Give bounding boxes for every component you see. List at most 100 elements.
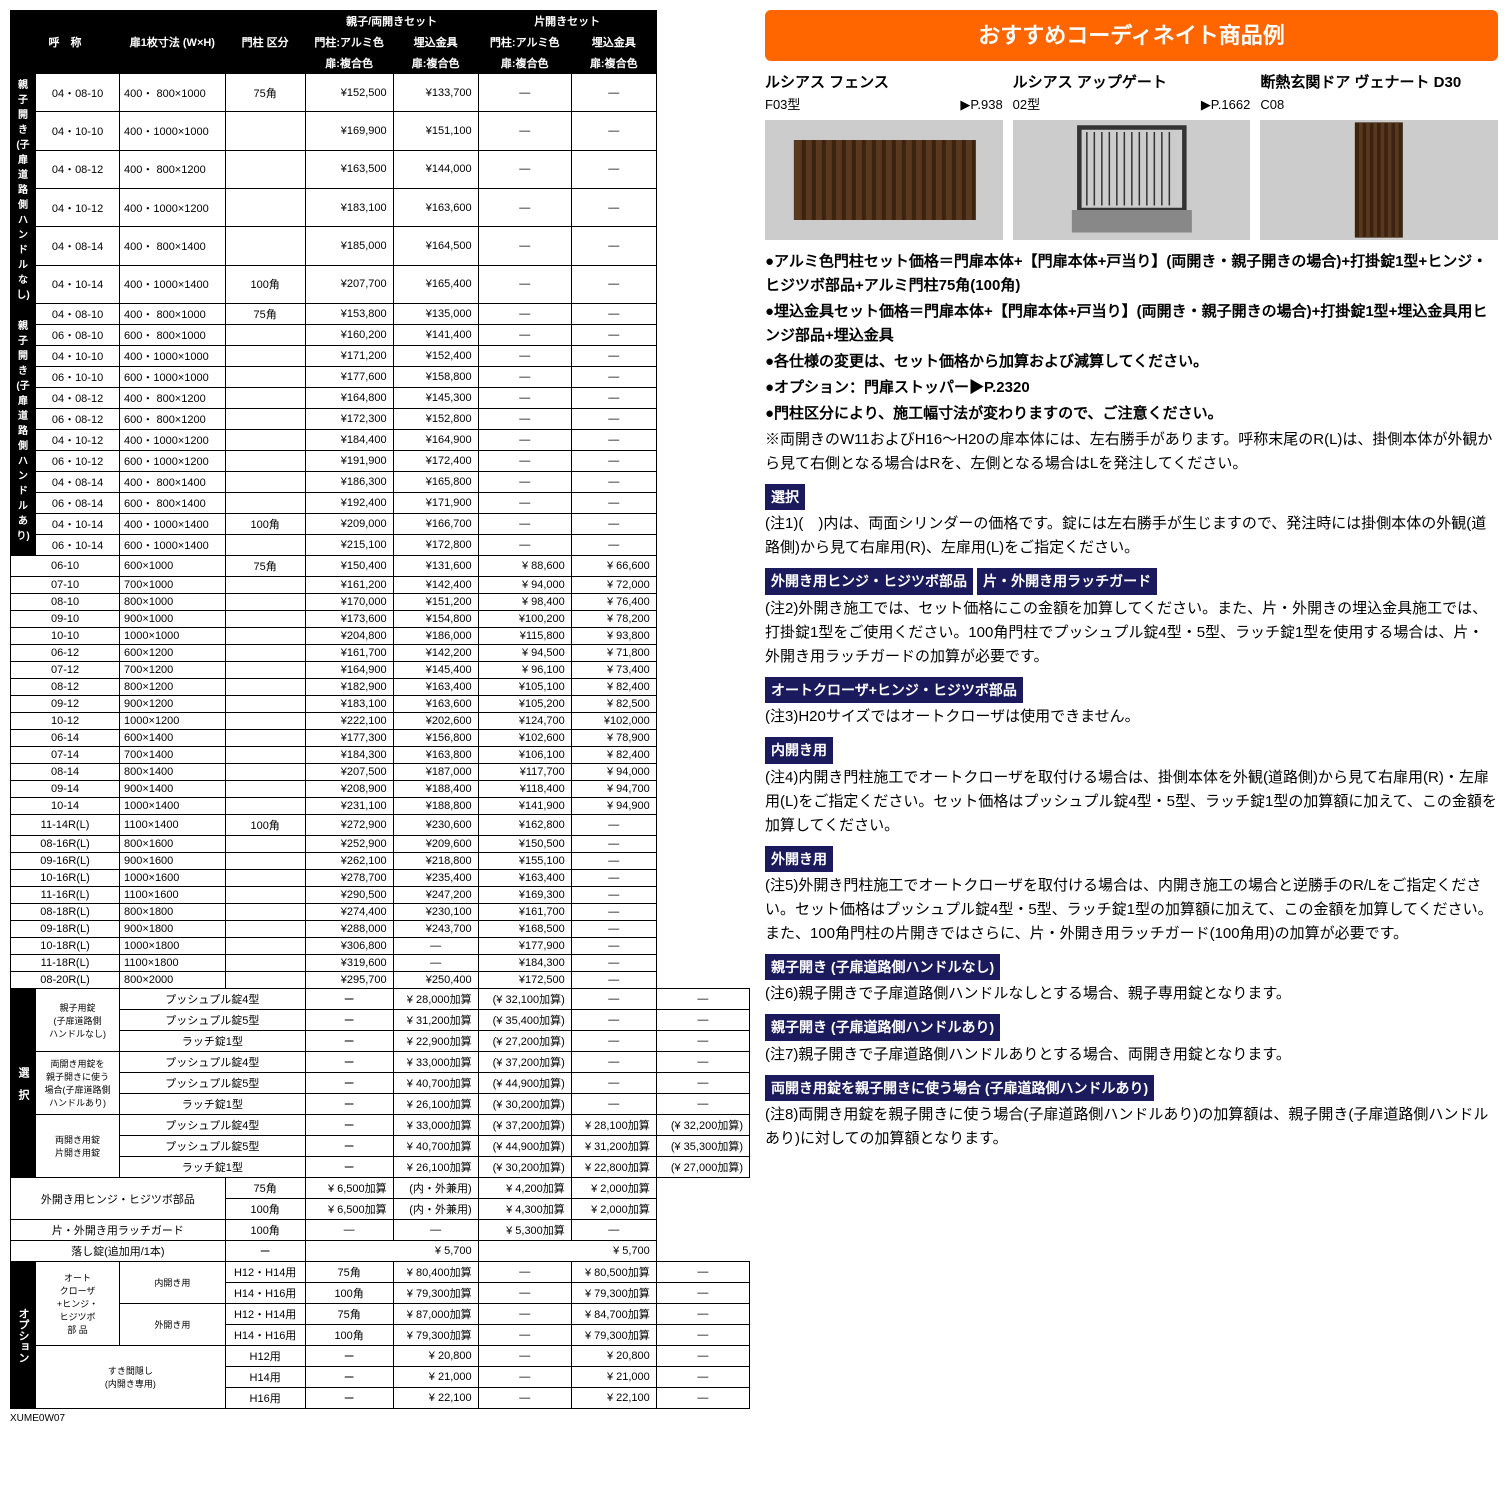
table-row: 外開き用H12・H14用75角¥ 87,000加算―¥ 84,700加算― — [11, 1304, 750, 1325]
table-row: 04・08-14400・ 800×1400¥186,300¥165,800―― — [11, 472, 750, 493]
table-row: 09-10900×1000¥173,600¥154,800¥100,200¥ 7… — [11, 611, 750, 628]
head-3: オートクローザ+ヒンジ・ヒジツボ部品 — [765, 677, 1023, 703]
head-7: 親子開き (子扉道路側ハンドルあり) — [765, 1014, 1000, 1040]
note-3: (注3)H20サイズではオートクローザは使用できません。 — [765, 705, 1498, 729]
banner: おすすめコーディネイト商品例 — [765, 10, 1498, 61]
table-row: 10-141000×1400¥231,100¥188,800¥141,900¥ … — [11, 798, 750, 815]
note-8: (注8)両開き用錠を親子開きに使う場合(子扉道路側ハンドルあり)の加算額は、親子… — [765, 1103, 1498, 1151]
note-bullet: ●門柱区分により、施工幅寸法が変わりますので、ご注意ください。 — [765, 402, 1498, 426]
table-row: 11-18R(L)1100×1800¥319,600―¥184,300― — [11, 955, 750, 972]
coord-item: ルシアス フェンスF03型▶P.938 — [765, 71, 1003, 240]
head-sentaku: 選択 — [765, 484, 805, 510]
table-row: 06・10-12600・1000×1200¥191,900¥172,400―― — [11, 451, 750, 472]
head-4: 内開き用 — [765, 737, 833, 763]
col-door-3: 扉:複合色 — [478, 53, 571, 74]
table-row: 04・08-12400・ 800×1200¥163,500¥144,000―― — [11, 150, 750, 188]
table-row: 08-10800×1000¥170,000¥151,200¥ 98,400¥ 7… — [11, 594, 750, 611]
head-8: 両開き用錠を親子開きに使う場合 (子扉道路側ハンドルあり) — [765, 1075, 1154, 1101]
table-row: 06・10-14600・1000×1400¥215,100¥172,800―― — [11, 535, 750, 556]
coord-item: ルシアス アップゲート02型▶P.1662 — [1013, 71, 1251, 240]
col-alumi-1: 門柱:アルミ色 — [305, 32, 393, 53]
table-row: 09-18R(L)900×1800¥288,000¥243,700¥168,50… — [11, 921, 750, 938]
table-row: 06・08-12600・ 800×1200¥172,300¥152,800―― — [11, 409, 750, 430]
col-alumi-2: 門柱:アルミ色 — [478, 32, 571, 53]
table-row: ラッチ錠1型ー¥ 26,100加算(¥ 30,200加算)―― — [11, 1094, 750, 1115]
table-row: 06-14600×1400¥177,300¥156,800¥102,600¥ 7… — [11, 730, 750, 747]
note-7: (注7)親子開きで子扉道路側ハンドルありとする場合、両開き用錠となります。 — [765, 1043, 1498, 1067]
table-row: 06・10-10600・1000×1000¥177,600¥158,800―― — [11, 367, 750, 388]
table-row: 11-16R(L)1100×1600¥290,500¥247,200¥169,3… — [11, 887, 750, 904]
table-row: オプションオート クローザ +ヒンジ・ ヒジツボ 部 品内開き用H12・H14用… — [11, 1262, 750, 1283]
table-row: 09-12900×1200¥183,100¥163,600¥105,200¥ 8… — [11, 696, 750, 713]
table-row: 04・08-14400・ 800×1400¥185,000¥164,500―― — [11, 227, 750, 265]
table-row: 06-12600×1200¥161,700¥142,200¥ 94,500¥ 7… — [11, 645, 750, 662]
head-6: 親子開き (子扉道路側ハンドルなし) — [765, 954, 1000, 980]
coord-item: 断熱玄関ドア ヴェナート D30C08 — [1260, 71, 1498, 240]
table-row: 両開き用錠を 親子開きに使う 場合(子扉道路側 ハンドルあり)プッシュプル錠4型… — [11, 1052, 750, 1073]
col-kata: 片開きセット — [478, 11, 656, 32]
note-4: (注4)内開き門柱施工でオートクローザを取付ける場合は、掛側本体を外観(道路側)… — [765, 766, 1498, 838]
table-row: 04・10-10400・1000×1000¥171,200¥152,400―― — [11, 346, 750, 367]
table-row: 04・08-12400・ 800×1200¥164,800¥145,300―― — [11, 388, 750, 409]
table-row: 11-14R(L)1100×1400100角¥272,900¥230,600¥1… — [11, 815, 750, 836]
col-oyako: 親子/両開きセット — [305, 11, 478, 32]
col-embed-1: 埋込金具 — [393, 32, 478, 53]
col-door-2: 扉:複合色 — [393, 53, 478, 74]
footer-code: XUME0W07 — [10, 1413, 750, 1424]
note-bullet: ●アルミ色門柱セット価格＝門扉本体+【門扉本体+戸当り】(両開き・親子開きの場合… — [765, 250, 1498, 298]
table-row: 04・10-14400・1000×1400100角¥209,000¥166,70… — [11, 514, 750, 535]
table-row: すき間隠し (内開き専用)H12用ー¥ 20,800―¥ 20,800― — [11, 1346, 750, 1367]
table-row: 09-16R(L)900×1600¥262,100¥218,800¥155,10… — [11, 853, 750, 870]
head-5: 外開き用 — [765, 846, 833, 872]
col-post: 門柱 区分 — [225, 11, 305, 74]
coord-row: ルシアス フェンスF03型▶P.938ルシアス アップゲート02型▶P.1662… — [765, 71, 1498, 240]
table-row: 落し錠(追加用/1本)ー¥ 5,700¥ 5,700 — [11, 1241, 750, 1262]
table-row: 08-14800×1400¥207,500¥187,000¥117,700¥ 9… — [11, 764, 750, 781]
table-row: プッシュプル錠5型ー¥ 40,700加算(¥ 44,900加算)―― — [11, 1073, 750, 1094]
table-row: 08-12800×1200¥182,900¥163,400¥105,100¥ 8… — [11, 679, 750, 696]
table-row: 10-18R(L)1000×1800¥306,800―¥177,900― — [11, 938, 750, 955]
note-bullet: ●各仕様の変更は、セット価格から加算および減算してください。 — [765, 350, 1498, 374]
col-size: 扉1枚寸法 (W×H) — [120, 11, 226, 74]
table-row: 10-121000×1200¥222,100¥202,600¥124,700¥1… — [11, 713, 750, 730]
table-row: 選 択親子用錠 (子扉道路側 ハンドルなし)プッシュプル錠4型ー¥ 28,000… — [11, 989, 750, 1010]
table-row: プッシュプル錠5型ー¥ 40,700加算(¥ 44,900加算)¥ 31,200… — [11, 1136, 750, 1157]
info-panel: おすすめコーディネイト商品例 ルシアス フェンスF03型▶P.938ルシアス ア… — [765, 10, 1498, 1424]
table-row: 親子開き (子扉道路側 ハンドルなし)04・08-10400・ 800×1000… — [11, 74, 750, 112]
table-row: 06-10600×100075角¥150,400¥131,600¥ 88,600… — [11, 556, 750, 577]
table-row: 06・08-10600・ 800×1000¥160,200¥141,400―― — [11, 325, 750, 346]
table-row: ラッチ錠1型ー¥ 22,900加算(¥ 27,200加算)―― — [11, 1031, 750, 1052]
price-table: 呼 称 扉1枚寸法 (W×H) 門柱 区分 親子/両開きセット 片開きセット 門… — [10, 10, 750, 1409]
table-row: 04・10-12400・1000×1200¥183,100¥163,600―― — [11, 188, 750, 226]
table-row: ラッチ錠1型ー¥ 26,100加算(¥ 30,200加算)¥ 22,800加算(… — [11, 1157, 750, 1178]
note-bullet: ●オプション：門扉ストッパー▶P.2320 — [765, 376, 1498, 400]
note-5: (注5)外開き門柱施工でオートクローザを取付ける場合は、内開き施工の場合と逆勝手… — [765, 874, 1498, 946]
col-door-4: 扉:複合色 — [571, 53, 656, 74]
note-6: (注6)親子開きで子扉道路側ハンドルなしとする場合、親子専用錠となります。 — [765, 982, 1498, 1006]
table-row: 10-101000×1000¥204,800¥186,000¥115,800¥ … — [11, 628, 750, 645]
table-row: 08-16R(L)800×1600¥252,900¥209,600¥150,50… — [11, 836, 750, 853]
col-embed-2: 埋込金具 — [571, 32, 656, 53]
table-row: 10-16R(L)1000×1600¥278,700¥235,400¥163,4… — [11, 870, 750, 887]
table-row: 04・10-14400・1000×1400100角¥207,700¥165,40… — [11, 265, 750, 303]
table-row: 片・外開き用ラッチガード100角――¥ 5,300加算― — [11, 1220, 750, 1241]
note-bullet: ※両開きのW11およびH16～H20の扉本体には、左右勝手があります。呼称末尾の… — [765, 428, 1498, 476]
table-row: 07-10700×1000¥161,200¥142,400¥ 94,000¥ 7… — [11, 577, 750, 594]
note-bullet: ●埋込金具セット価格＝門扉本体+【門扉本体+戸当り】(両開き・親子開きの場合)+… — [765, 300, 1498, 348]
table-row: 04・10-10400・1000×1000¥169,900¥151,100―― — [11, 112, 750, 150]
notes: ●アルミ色門柱セット価格＝門扉本体+【門扉本体+戸当り】(両開き・親子開きの場合… — [765, 250, 1498, 1151]
head-2b: 片・外開き用ラッチガード — [977, 568, 1157, 594]
table-row: 両開き用錠 片開き用錠プッシュプル錠4型ー¥ 33,000加算(¥ 37,200… — [11, 1115, 750, 1136]
col-door-1: 扉:複合色 — [305, 53, 393, 74]
table-row: 09-14900×1400¥208,900¥188,400¥118,400¥ 9… — [11, 781, 750, 798]
table-row: 04・10-12400・1000×1200¥184,400¥164,900―― — [11, 430, 750, 451]
table-row: 08-18R(L)800×1800¥274,400¥230,100¥161,70… — [11, 904, 750, 921]
table-row: 07-12700×1200¥164,900¥145,400¥ 96,100¥ 7… — [11, 662, 750, 679]
table-row: プッシュプル錠5型ー¥ 31,200加算(¥ 35,400加算)―― — [11, 1010, 750, 1031]
table-row: 親子開き (子扉道路側 ハンドルあり)04・08-10400・ 800×1000… — [11, 304, 750, 325]
table-row: 08-20R(L)800×2000¥295,700¥250,400¥172,50… — [11, 972, 750, 989]
table-row: 06・08-14600・ 800×1400¥192,400¥171,900―― — [11, 493, 750, 514]
note-1: (注1)( )内は、両面シリンダーの価格です。錠には左右勝手が生じますので、発注… — [765, 512, 1498, 560]
table-row: 外開き用ヒンジ・ヒジツボ部品75角¥ 6,500加算(内・外兼用)¥ 4,200… — [11, 1178, 750, 1199]
price-table-panel: 呼 称 扉1枚寸法 (W×H) 門柱 区分 親子/両開きセット 片開きセット 門… — [10, 10, 750, 1424]
